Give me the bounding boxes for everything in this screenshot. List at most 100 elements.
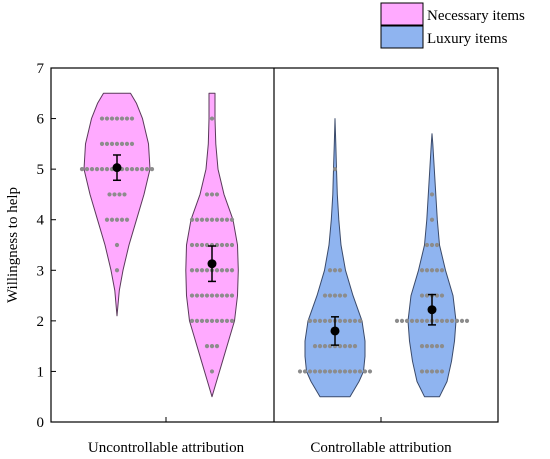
y-tick-label: 4 [37,213,45,229]
data-dot [209,369,215,374]
data-dot [114,242,120,248]
data-dot [194,217,200,222]
data-dot [214,344,220,349]
data-dot [204,318,210,323]
data-dot [119,116,125,121]
data-dot [134,167,140,172]
y-tick-label: 0 [37,415,45,431]
mean-marker [207,259,217,269]
data-dot [219,268,225,273]
data-dot [434,242,440,248]
y-tick-label: 5 [37,162,45,178]
data-dot [149,167,155,172]
data-dot [337,369,343,374]
data-dot [114,116,120,121]
data-dot [347,369,353,374]
mean-marker [112,163,122,173]
data-dot [332,167,338,172]
data-dot [209,217,215,222]
data-dot [204,344,210,349]
data-dot [122,192,127,197]
violin-luxury-uncontrollable [304,118,366,398]
data-dot [352,344,358,349]
data-dot [347,344,353,349]
data-dot [229,318,235,323]
dots-layer [79,116,470,374]
data-dot [434,318,440,323]
data-dot [129,167,135,172]
error-bars-layer [112,154,437,346]
data-dot [224,268,230,273]
data-dot [117,192,122,197]
data-dot [229,242,235,248]
data-dot [322,344,328,349]
data-dot [99,167,105,172]
data-dot [342,344,348,349]
data-dot [312,318,318,323]
data-dot [357,369,363,374]
data-dot [107,192,112,197]
mean-marker [330,326,340,336]
data-dot [114,217,120,222]
data-dot [139,167,145,172]
data-dot [199,217,205,222]
data-dot [322,293,328,298]
data-dot [189,293,195,298]
x-axis: Uncontrollable attribution Controllable … [88,417,452,456]
data-dot [429,217,435,222]
data-dot [199,293,205,298]
data-dot [332,268,338,273]
data-dot [224,242,230,248]
data-dot [209,318,215,323]
data-dot [109,141,115,146]
data-dot [124,167,130,172]
data-dot [337,318,343,323]
data-dot [352,369,358,374]
data-dot [342,318,348,323]
data-dot [199,318,205,323]
violins-layer [83,92,457,398]
data-dot [367,369,373,374]
data-dot [297,369,303,374]
data-dot [209,293,215,298]
data-dot [352,318,358,323]
data-dot [189,318,195,323]
violin-necessary-uncontrollable [83,92,151,317]
data-dot [342,293,348,298]
legend: Necessary items Luxury items [380,2,525,49]
data-dot [439,369,445,374]
data-dot [114,141,120,146]
data-dot [229,293,235,298]
data-dot [317,369,323,374]
data-dot [124,141,130,146]
y-axis-label: Willingness to help [5,187,21,303]
data-dot [109,217,115,222]
data-dot [362,369,368,374]
data-dot [444,318,450,323]
data-dot [347,318,353,323]
data-dot [129,141,135,146]
data-dot [194,242,200,248]
data-dot [327,318,333,323]
data-dot [337,268,343,273]
y-axis: 0 1 2 3 4 5 6 7 [37,61,56,431]
data-dot [429,268,435,273]
y-tick-label: 6 [37,112,45,128]
x-tick-label-controllable: Controllable attribution [310,440,452,456]
data-dot [104,217,110,222]
data-dot [214,318,220,323]
data-dot [219,242,225,248]
data-dot [342,369,348,374]
data-dot [119,141,125,146]
data-dot [229,268,235,273]
data-dot [229,217,235,222]
data-dot [209,344,215,349]
data-dot [429,369,435,374]
data-dot [194,293,200,298]
legend-swatch-necessary [380,2,424,26]
x-tick-label-uncontrollable: Uncontrollable attribution [88,440,245,456]
data-dot [199,242,205,248]
data-dot [109,116,115,121]
mean-marker [427,305,437,315]
